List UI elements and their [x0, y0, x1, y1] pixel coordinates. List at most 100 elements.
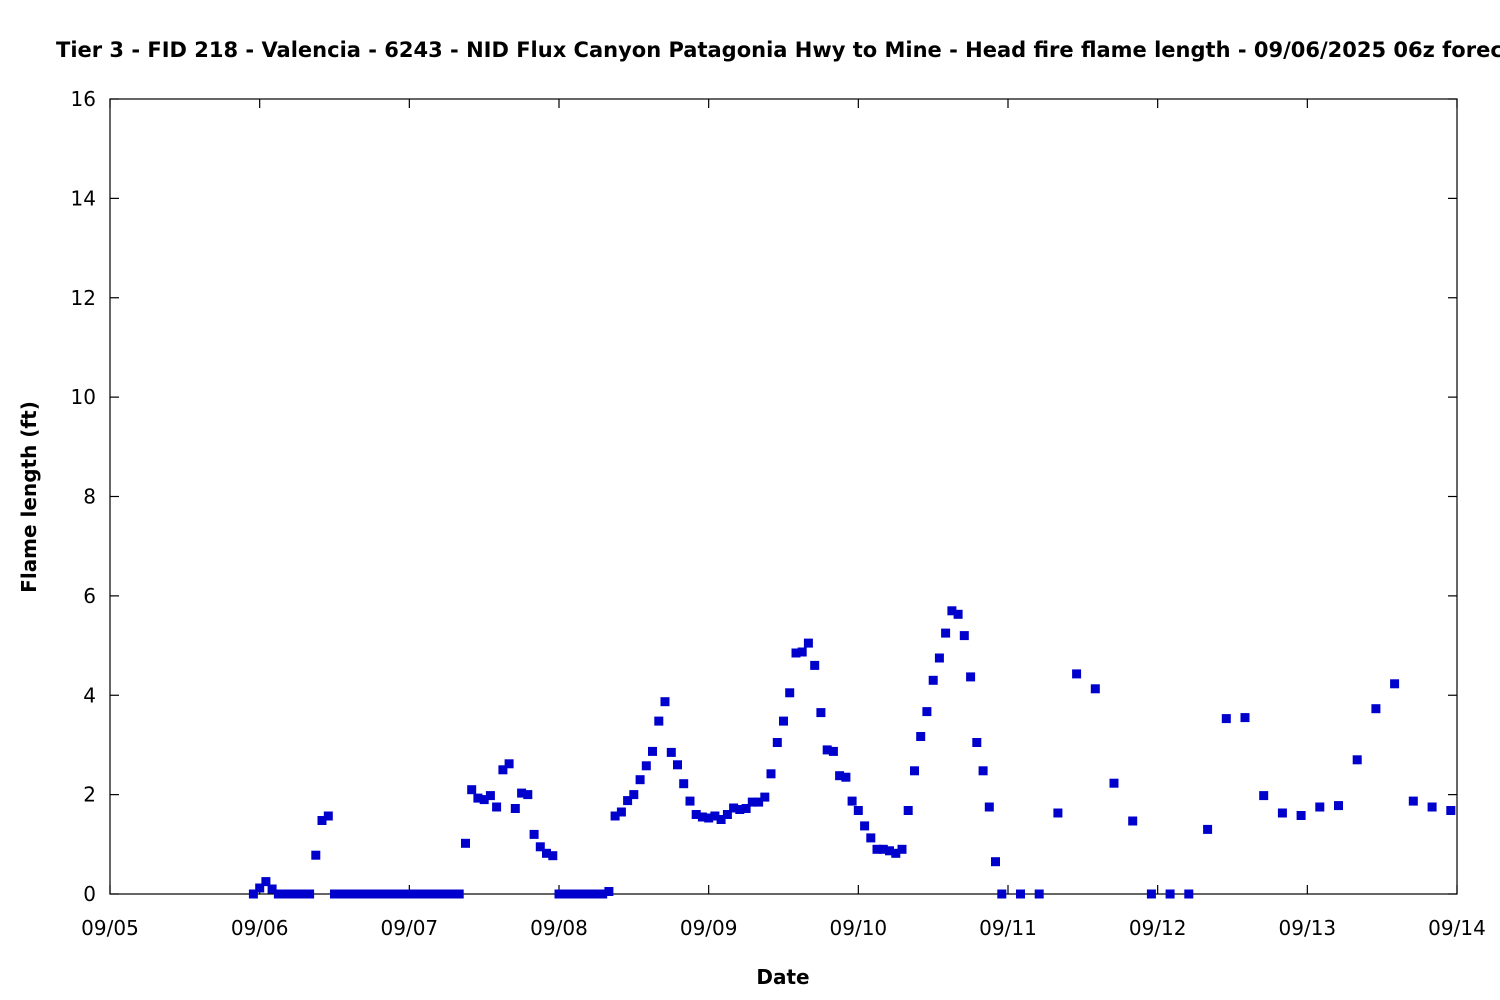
data-point	[317, 816, 327, 825]
data-point	[517, 788, 527, 798]
data-point	[853, 806, 863, 815]
y-axis: 0 2 4 6 8 10 12 14 16	[71, 87, 1457, 906]
data-point	[510, 804, 520, 813]
data-series	[248, 606, 1456, 899]
data-point	[941, 628, 951, 638]
data-point	[947, 606, 957, 616]
data-point	[461, 838, 470, 848]
data-point	[429, 889, 439, 899]
data-point	[623, 796, 633, 806]
data-point	[454, 889, 464, 899]
data-point	[959, 631, 969, 641]
data-point	[648, 746, 657, 756]
data-point	[535, 842, 545, 852]
data-point	[916, 732, 926, 741]
data-point	[1165, 889, 1175, 899]
data-point	[847, 796, 857, 806]
data-point	[1296, 811, 1306, 820]
y-tick-label: 8	[83, 485, 96, 509]
data-point	[835, 771, 845, 781]
x-tick-label: 09/14	[1428, 916, 1486, 940]
data-point	[379, 889, 389, 899]
data-point	[891, 848, 901, 858]
data-point	[479, 795, 489, 805]
data-point	[997, 889, 1007, 899]
data-point	[635, 775, 645, 785]
data-point	[248, 889, 258, 899]
data-point	[567, 889, 576, 899]
data-point	[523, 790, 533, 800]
data-point	[934, 653, 944, 663]
data-point	[978, 766, 988, 776]
data-point	[411, 889, 421, 899]
data-point	[1315, 802, 1325, 812]
data-point	[604, 887, 614, 896]
data-point	[323, 811, 333, 821]
data-point	[897, 844, 907, 854]
data-point	[785, 688, 795, 698]
data-point	[467, 785, 477, 795]
data-point	[573, 889, 583, 899]
data-point	[1240, 713, 1250, 723]
data-point	[485, 791, 495, 801]
data-point	[860, 821, 870, 831]
data-point	[791, 648, 801, 658]
data-point	[361, 889, 371, 899]
data-point	[579, 889, 589, 899]
data-point	[722, 810, 732, 819]
data-point	[417, 889, 427, 899]
data-point	[654, 716, 664, 726]
data-point	[966, 672, 976, 682]
data-point	[747, 797, 757, 807]
data-point	[442, 889, 452, 899]
data-point	[691, 810, 701, 819]
data-point	[991, 857, 1000, 867]
data-point	[342, 889, 352, 899]
x-tick-label: 09/08	[530, 916, 588, 940]
data-point	[741, 804, 751, 813]
data-point	[735, 805, 745, 814]
y-tick-label: 0	[83, 882, 96, 906]
data-point	[729, 803, 739, 813]
data-point	[1390, 679, 1400, 689]
data-point	[348, 889, 358, 899]
data-point	[1334, 801, 1343, 811]
x-tick-label: 09/13	[1279, 916, 1337, 940]
data-point	[305, 889, 315, 899]
data-point	[286, 889, 296, 899]
data-point	[273, 889, 283, 899]
data-point	[423, 889, 433, 899]
data-point	[828, 746, 838, 756]
data-point	[610, 811, 620, 821]
x-tick-label: 09/06	[231, 916, 289, 940]
data-point	[629, 790, 639, 800]
data-point	[1352, 755, 1362, 765]
y-tick-label: 4	[83, 683, 96, 707]
data-point	[280, 889, 290, 899]
data-point	[1053, 808, 1063, 818]
x-tick-label: 09/09	[680, 916, 738, 940]
data-point	[1446, 806, 1456, 815]
data-point	[330, 889, 339, 899]
data-point	[386, 889, 396, 899]
data-point	[660, 697, 670, 707]
x-axis-label: Date	[756, 965, 809, 989]
x-tick-label: 09/05	[81, 916, 139, 940]
data-point	[803, 638, 813, 648]
data-point	[928, 675, 938, 685]
data-point	[810, 660, 820, 670]
data-point	[1109, 778, 1119, 788]
data-point	[616, 807, 626, 817]
data-point	[822, 745, 832, 755]
data-point	[760, 792, 770, 802]
data-point	[542, 848, 551, 858]
data-point	[529, 829, 539, 839]
data-point	[866, 833, 876, 843]
x-tick-label: 09/10	[830, 916, 888, 940]
x-axis: 09/05 09/06 09/07 09/08 09/09 09/10 09/11 09/12…	[81, 99, 1486, 940]
data-point	[972, 738, 982, 747]
data-point	[267, 884, 277, 894]
data-point	[685, 796, 695, 806]
data-point	[872, 844, 882, 854]
